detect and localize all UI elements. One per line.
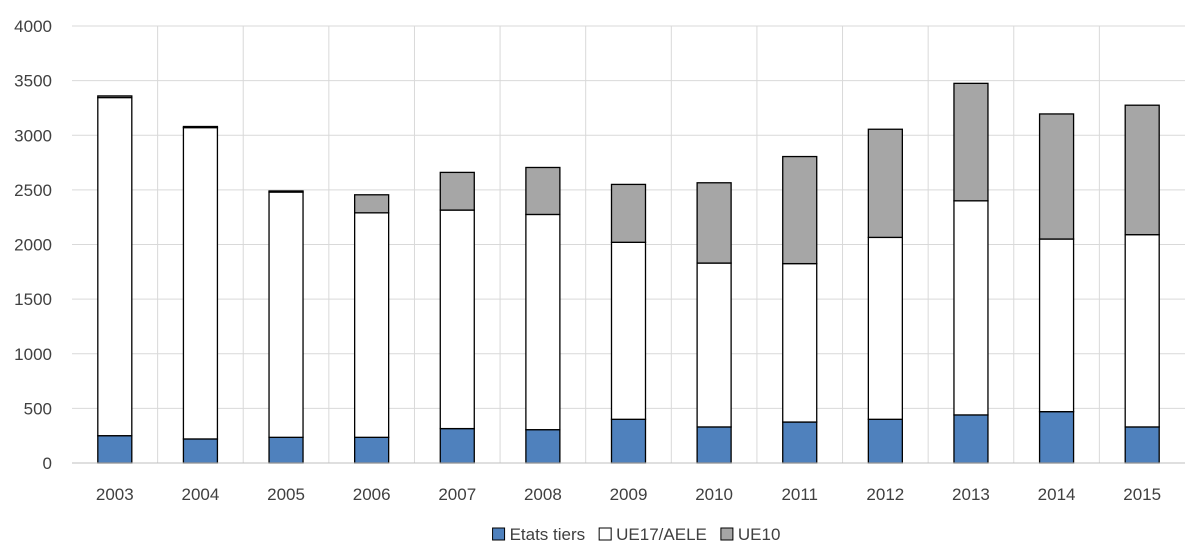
bar-segment-etats-tiers-2010: [696, 426, 732, 464]
bar-segment-etats-tiers-2009: [610, 418, 647, 464]
bar-segment-ue10-2007: [439, 171, 475, 211]
bars: [97, 82, 1160, 464]
bar-segment-ue10-2015: [1124, 104, 1160, 236]
y-tick-label: 3500: [14, 72, 52, 91]
bar-segment-ue17-aele-2012: [867, 236, 903, 420]
legend-swatch: [720, 527, 734, 541]
bar-segment-etats-tiers-2015: [1124, 426, 1160, 464]
bar-segment-ue17-aele-2004: [182, 126, 219, 440]
x-axis: 2003 2004 2005 2006 2007 2008 2009 2010 2011 2012…: [72, 462, 1185, 504]
x-tick-label: 2003: [96, 485, 134, 504]
legend-label: UE17/AELE: [616, 525, 707, 544]
bar-segment-ue17-aele-2015: [1124, 234, 1160, 428]
bar-segment-ue17-aele-2005: [268, 191, 304, 438]
y-tick-label: 4000: [14, 17, 52, 36]
bar-segment-etats-tiers-2012: [867, 418, 903, 464]
x-tick-label: 2004: [182, 485, 220, 504]
bar-segment-etats-tiers-2003: [97, 435, 133, 464]
bar-segment-etats-tiers-2014: [1038, 411, 1075, 464]
bar-segment-ue17-aele-2013: [953, 200, 989, 416]
bar-segment-ue17-aele-2014: [1038, 238, 1075, 413]
x-tick-label: 2012: [866, 485, 904, 504]
legend-swatch: [598, 527, 612, 541]
y-tick-label: 0: [43, 454, 52, 473]
y-axis: 0 500 1000 1500 2000 2500 3000 3500 4000: [14, 17, 52, 473]
bar-segment-ue17-aele-2007: [439, 209, 475, 430]
bar-segment-ue17-aele-2010: [696, 262, 732, 428]
bar-segment-etats-tiers-2005: [268, 436, 304, 464]
legend: Etats tiers UE17/AELE UE10: [492, 525, 781, 544]
x-tick-label: 2013: [952, 485, 990, 504]
bar-segment-ue10-2004: [182, 125, 219, 129]
bar-segment-etats-tiers-2008: [525, 429, 561, 464]
bar-segment-ue17-aele-2011: [782, 262, 818, 423]
y-tick-label: 500: [24, 399, 52, 418]
bar-segment-ue10-2012: [867, 128, 903, 239]
y-tick-label: 2000: [14, 236, 52, 255]
bar-segment-ue10-2009: [610, 183, 647, 243]
bar-segment-etats-tiers-2007: [439, 427, 475, 464]
bar-segment-ue10-2010: [696, 182, 732, 264]
bar-segment-etats-tiers-2004: [182, 438, 219, 464]
legend-label: UE10: [738, 525, 781, 544]
y-tick-label: 1500: [14, 290, 52, 309]
bar-segment-ue17-aele-2009: [610, 241, 647, 420]
bar-segment-ue10-2005: [268, 190, 304, 193]
bar-segment-ue10-2014: [1038, 113, 1075, 240]
bar-segment-etats-tiers-2011: [782, 421, 818, 464]
x-tick-label: 2009: [610, 485, 648, 504]
bar-segment-ue10-2008: [525, 166, 561, 216]
x-tick-label: 2005: [267, 485, 305, 504]
y-tick-label: 3000: [14, 126, 52, 145]
y-tick-label: 2500: [14, 181, 52, 200]
bar-segment-etats-tiers-2013: [953, 414, 989, 464]
bar-segment-etats-tiers-2006: [354, 436, 390, 464]
x-tick-label: 2010: [695, 485, 733, 504]
x-tick-label: 2006: [353, 485, 391, 504]
bar-segment-ue10-2006: [354, 194, 390, 214]
x-tick-label: 2008: [524, 485, 562, 504]
bar-segment-ue10-2003: [97, 95, 133, 99]
y-tick-label: 1000: [14, 345, 52, 364]
x-tick-label: 2011: [781, 485, 818, 504]
x-tick-label: 2015: [1123, 485, 1161, 504]
bar-segment-ue17-aele-2008: [525, 213, 561, 431]
bar-segment-ue10-2013: [953, 82, 989, 202]
legend-label: Etats tiers: [510, 525, 586, 544]
x-tick-label: 2007: [438, 485, 476, 504]
bar-segment-ue10-2011: [782, 155, 818, 265]
bar-segment-ue17-aele-2006: [354, 212, 390, 438]
x-tick-label: 2014: [1038, 485, 1076, 504]
bar-segment-ue17-aele-2003: [97, 96, 133, 437]
legend-swatch: [492, 527, 506, 541]
